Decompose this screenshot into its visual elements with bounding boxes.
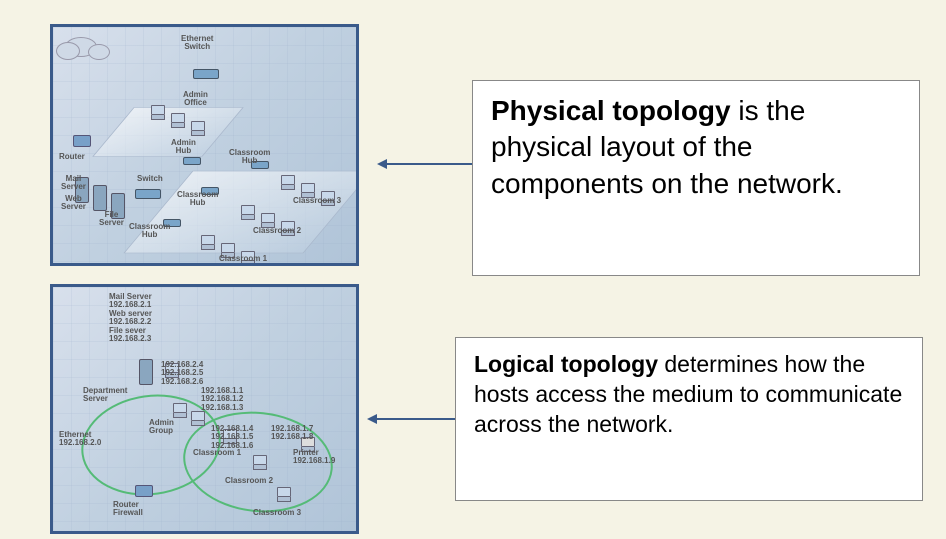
physical-topology-panel: EthernetSwitch AdminOffice AdminHub Rout… <box>50 24 359 266</box>
label-chub2: ClassroomHub <box>177 191 218 208</box>
label-switch: Switch <box>137 175 163 183</box>
label-mail-server: MailServer <box>61 175 86 192</box>
dept-server-device <box>139 359 153 385</box>
admin-pc-b <box>191 411 205 426</box>
label-admin-group: AdminGroup <box>149 419 174 436</box>
c1-pc1 <box>201 235 215 250</box>
cls3-pc <box>277 487 291 502</box>
switch-device <box>135 189 161 199</box>
cloud-icon <box>65 37 97 57</box>
label-printer: Printer192.168.1.9 <box>293 449 335 466</box>
c2-pc1 <box>241 205 255 220</box>
c3-pc1 <box>281 175 295 190</box>
web-server-device <box>93 185 107 211</box>
label-classroom3: Classroom 3 <box>293 197 341 205</box>
cls2-pc <box>253 455 267 470</box>
label-file-server: FileServer <box>99 211 124 228</box>
label-router: Router <box>59 153 85 161</box>
label-l-classroom3: Classroom 3 <box>253 509 301 517</box>
logical-topology-panel: Mail Server192.168.2.1Web server192.168.… <box>50 284 359 534</box>
label-router-fw: RouterFirewall <box>113 501 143 518</box>
label-classroom1: Classroom 1 <box>219 255 267 263</box>
router-fw-device <box>135 485 153 497</box>
arrow-physical <box>382 163 474 165</box>
label-ethernet-switch: EthernetSwitch <box>181 35 213 52</box>
admin-pc1 <box>151 105 165 120</box>
logical-bold: Logical topology <box>474 351 658 377</box>
physical-bold: Physical topology <box>491 95 731 126</box>
admin-pc-a <box>173 403 187 418</box>
label-chub3: ClassroomHub <box>229 149 270 166</box>
label-ethernet: Ethernet192.168.2.0 <box>59 431 101 448</box>
label-chub1: ClassroomHub <box>129 223 170 240</box>
label-ips-a: 192.168.2.4192.168.2.5192.168.2.6 <box>161 361 203 386</box>
admin-pc3 <box>191 121 205 136</box>
label-web-server: WebServer <box>61 195 86 212</box>
label-server-block: Mail Server192.168.2.1Web server192.168.… <box>109 293 152 343</box>
label-ips-d: 192.168.1.7192.168.1.8 <box>271 425 313 442</box>
router-device <box>73 135 91 147</box>
label-ips-b: 192.168.1.1192.168.1.2192.168.1.3 <box>201 387 243 412</box>
admin-hub-device <box>183 157 201 165</box>
label-classroom2: Classroom 2 <box>253 227 301 235</box>
label-ips-c: 192.168.1.4192.168.1.5192.168.1.6 <box>211 425 253 450</box>
logical-topology-card: Logical topology determines how the host… <box>455 337 923 501</box>
ethernet-switch-device <box>193 69 219 79</box>
label-l-classroom1: Classroom 1 <box>193 449 241 457</box>
arrow-logical <box>372 418 456 420</box>
admin-pc2 <box>171 113 185 128</box>
label-dept-server: DepartmentServer <box>83 387 127 404</box>
label-l-classroom2: Classroom 2 <box>225 477 273 485</box>
label-admin-hub: AdminHub <box>171 139 196 156</box>
label-admin-office: AdminOffice <box>183 91 208 108</box>
physical-topology-card: Physical topology is the physical layout… <box>472 80 920 276</box>
